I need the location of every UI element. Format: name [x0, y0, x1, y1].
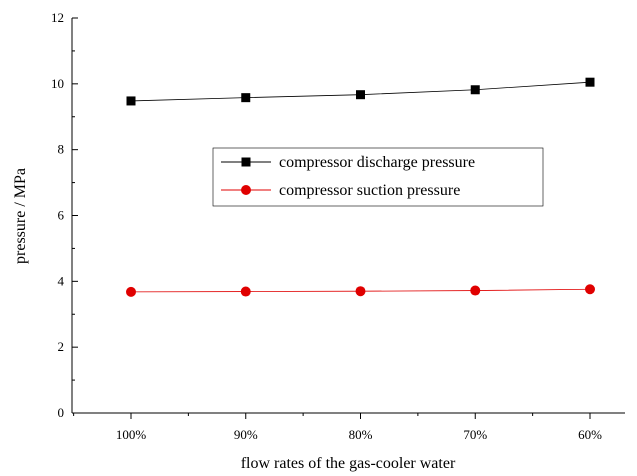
x-axis-ticks: 100% 90% 80% 70% 60%	[73, 413, 602, 442]
legend-box	[212, 147, 544, 207]
y-axis-ticks: 0 2 4 6 8 10 12	[51, 10, 78, 420]
data-point	[585, 284, 595, 295]
plot-area	[71, 18, 625, 414]
data-point	[126, 96, 136, 106]
y-axis-title: pressure / MPa	[12, 168, 29, 264]
data-point	[585, 77, 595, 87]
y-tick-label: 2	[58, 339, 65, 354]
data-point	[240, 286, 251, 297]
data-point	[470, 85, 480, 95]
legend-label: compressor discharge pressure	[279, 154, 475, 171]
y-tick-label: 6	[58, 208, 65, 223]
legend-marker	[241, 157, 251, 167]
x-tick-label: 80%	[349, 427, 373, 442]
data-point	[126, 286, 136, 297]
legend: compressor discharge pressure compressor …	[212, 147, 544, 207]
y-tick-label: 10	[51, 76, 64, 91]
x-axis-title: flow rates of the gas-cooler water	[241, 455, 456, 472]
y-tick-label: 12	[51, 10, 64, 25]
x-tick-label: 90%	[234, 427, 258, 442]
series-0	[126, 77, 595, 106]
y-tick-label: 8	[58, 142, 65, 157]
data-point	[470, 285, 481, 296]
x-tick-label: 70%	[463, 427, 487, 442]
y-tick-label: 4	[58, 273, 65, 288]
series-1	[126, 284, 595, 297]
series-layer	[126, 77, 595, 297]
x-tick-label: 100%	[116, 427, 147, 442]
legend-label: compressor suction pressure	[279, 182, 460, 199]
data-point	[355, 286, 366, 297]
y-tick-label: 0	[58, 405, 65, 420]
x-tick-label: 60%	[578, 427, 602, 442]
data-point	[356, 90, 365, 100]
data-point	[241, 93, 251, 103]
legend-marker	[241, 185, 251, 195]
